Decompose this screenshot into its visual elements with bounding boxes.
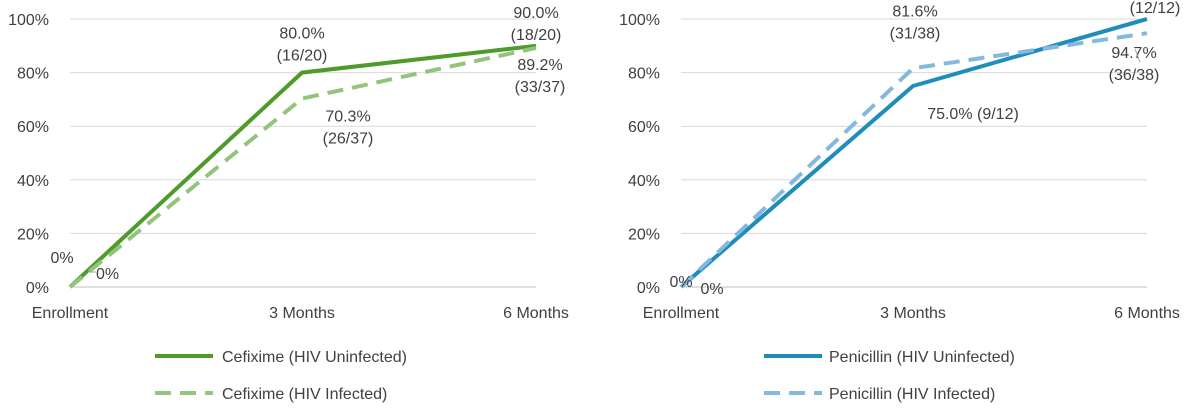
y-tick-label: 40% [628, 173, 660, 190]
y-tick-label: 80% [628, 66, 660, 83]
data-label-count: (26/37) [323, 131, 374, 148]
data-label-count: (12/12) [1130, 0, 1181, 17]
x-tick-label: 6 Months [503, 305, 569, 322]
series-line-cefixime-hiv-uninfected [68, 43, 537, 289]
data-label: 0% [50, 250, 73, 267]
series-line-penicillin-hiv-uninfected [679, 17, 1148, 289]
legend: Cefixime (HIV Uninfected) Cefixime (HIV I… [155, 349, 407, 403]
data-labels: 0% 80.0% (16/20) 90.0% (18/20) 0% 70.3% (26/37)… [50, 5, 565, 283]
x-tick-label: Enrollment [32, 305, 109, 322]
data-label-value: 89.2% [517, 57, 562, 74]
y-tick-label: 100% [8, 12, 49, 29]
data-label: 0% [96, 266, 119, 283]
x-tick-label: 6 Months [1114, 305, 1180, 322]
y-tick-label: 60% [17, 119, 49, 136]
data-label-value: 90.0% [513, 5, 558, 22]
legend-label: Penicillin (HIV Uninfected) [829, 349, 1015, 366]
x-tick-label: 3 Months [880, 305, 946, 322]
data-label-value: 94.7% [1111, 45, 1156, 62]
y-tick-label: 100% [619, 12, 660, 29]
y-tick-label: 0% [637, 280, 660, 297]
data-label-value: 80.0% [279, 26, 324, 43]
x-axis-ticks: Enrollment 3 Months 6 Months [32, 305, 569, 322]
data-label-count: (31/38) [890, 25, 941, 42]
y-tick-label: 40% [17, 173, 49, 190]
data-label: 94.7% (36/38) [1109, 45, 1160, 84]
y-tick-label: 20% [17, 226, 49, 243]
data-label: 100.0%(12/12) [1128, 0, 1182, 17]
x-tick-label: 3 Months [269, 305, 335, 322]
y-axis-ticks: 0% 20% 40% 60% 80% 100% [619, 12, 660, 297]
data-label: 70.3% (26/37) [323, 109, 374, 148]
data-labels: 0% 75.0% (9/12) 100.0%(12/12) 0% 81.6% (31/38… [669, 0, 1182, 298]
data-label: 80.0% (16/20) [277, 26, 328, 65]
data-label-count: (33/37) [515, 79, 566, 96]
data-label: 81.6% (31/38) [890, 3, 941, 42]
cefixime-chart: 0%20%40%60%80%100%Enrollment 3 Months 6 Mo… [8, 5, 569, 403]
y-tick-label: 0% [26, 280, 49, 297]
y-tick-label: 80% [17, 66, 49, 83]
legend-label: Cefixime (HIV Uninfected) [222, 349, 407, 366]
data-label-count: (36/38) [1109, 67, 1160, 84]
data-label: 90.0% (18/20) [511, 5, 562, 44]
series-line-penicillin-hiv-infected [679, 31, 1148, 289]
data-label-count: (18/20) [511, 27, 562, 44]
y-axis-ticks: 0% 20% 40% 60% 80% 100% [8, 12, 49, 297]
gridlines [681, 18, 1147, 288]
label-leader-line [1134, 48, 1141, 63]
data-label: 75.0% (9/12) [927, 106, 1019, 123]
data-label: 0% [669, 274, 692, 291]
data-label: 0% [700, 281, 723, 298]
y-tick-label: 20% [628, 226, 660, 243]
data-label-count: (16/20) [277, 48, 328, 65]
data-label-value: 70.3% [325, 109, 370, 126]
legend-label: Cefixime (HIV Infected) [222, 386, 387, 403]
series-line-cefixime-hiv-infected [68, 45, 537, 289]
penicillin-chart: 0% 20% 40% 60% 80% 100% Enrollment 3 Months 6 Mo… [619, 0, 1182, 403]
data-label: 89.2% (33/37) [515, 57, 566, 96]
legend: Penicillin (HIV Uninfected) Penicillin (H… [764, 349, 1015, 403]
x-tick-label: Enrollment [643, 305, 720, 322]
legend-label: Penicillin (HIV Infected) [829, 386, 995, 403]
x-axis-ticks: Enrollment 3 Months 6 Months [643, 305, 1180, 322]
y-tick-label: 60% [628, 119, 660, 136]
data-label-value: 81.6% [892, 3, 937, 20]
